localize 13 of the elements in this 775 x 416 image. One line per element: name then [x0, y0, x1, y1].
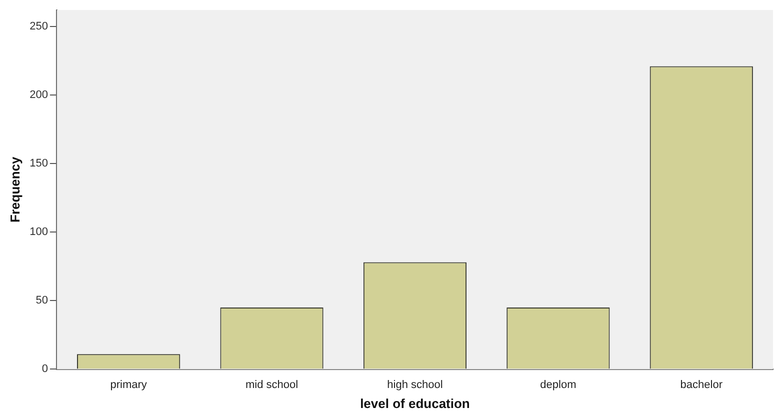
y-tick-label: 200 — [30, 89, 48, 102]
y-axis-title: Frequency — [7, 156, 22, 222]
x-tick-label: mid school — [245, 378, 298, 391]
x-tick-label: bachelor — [680, 378, 723, 391]
x-tick-label: high school — [387, 378, 443, 391]
x-tick-label: primary — [110, 378, 148, 391]
y-tick-label: 150 — [30, 158, 48, 170]
x-tick-label: deplom — [540, 378, 576, 391]
y-tick-label: 100 — [30, 226, 48, 238]
y-tick-label: 250 — [30, 20, 48, 32]
x-axis-title: level of education — [360, 396, 470, 411]
y-tick-label: 50 — [36, 294, 48, 307]
y-tick-label: 0 — [42, 363, 48, 376]
